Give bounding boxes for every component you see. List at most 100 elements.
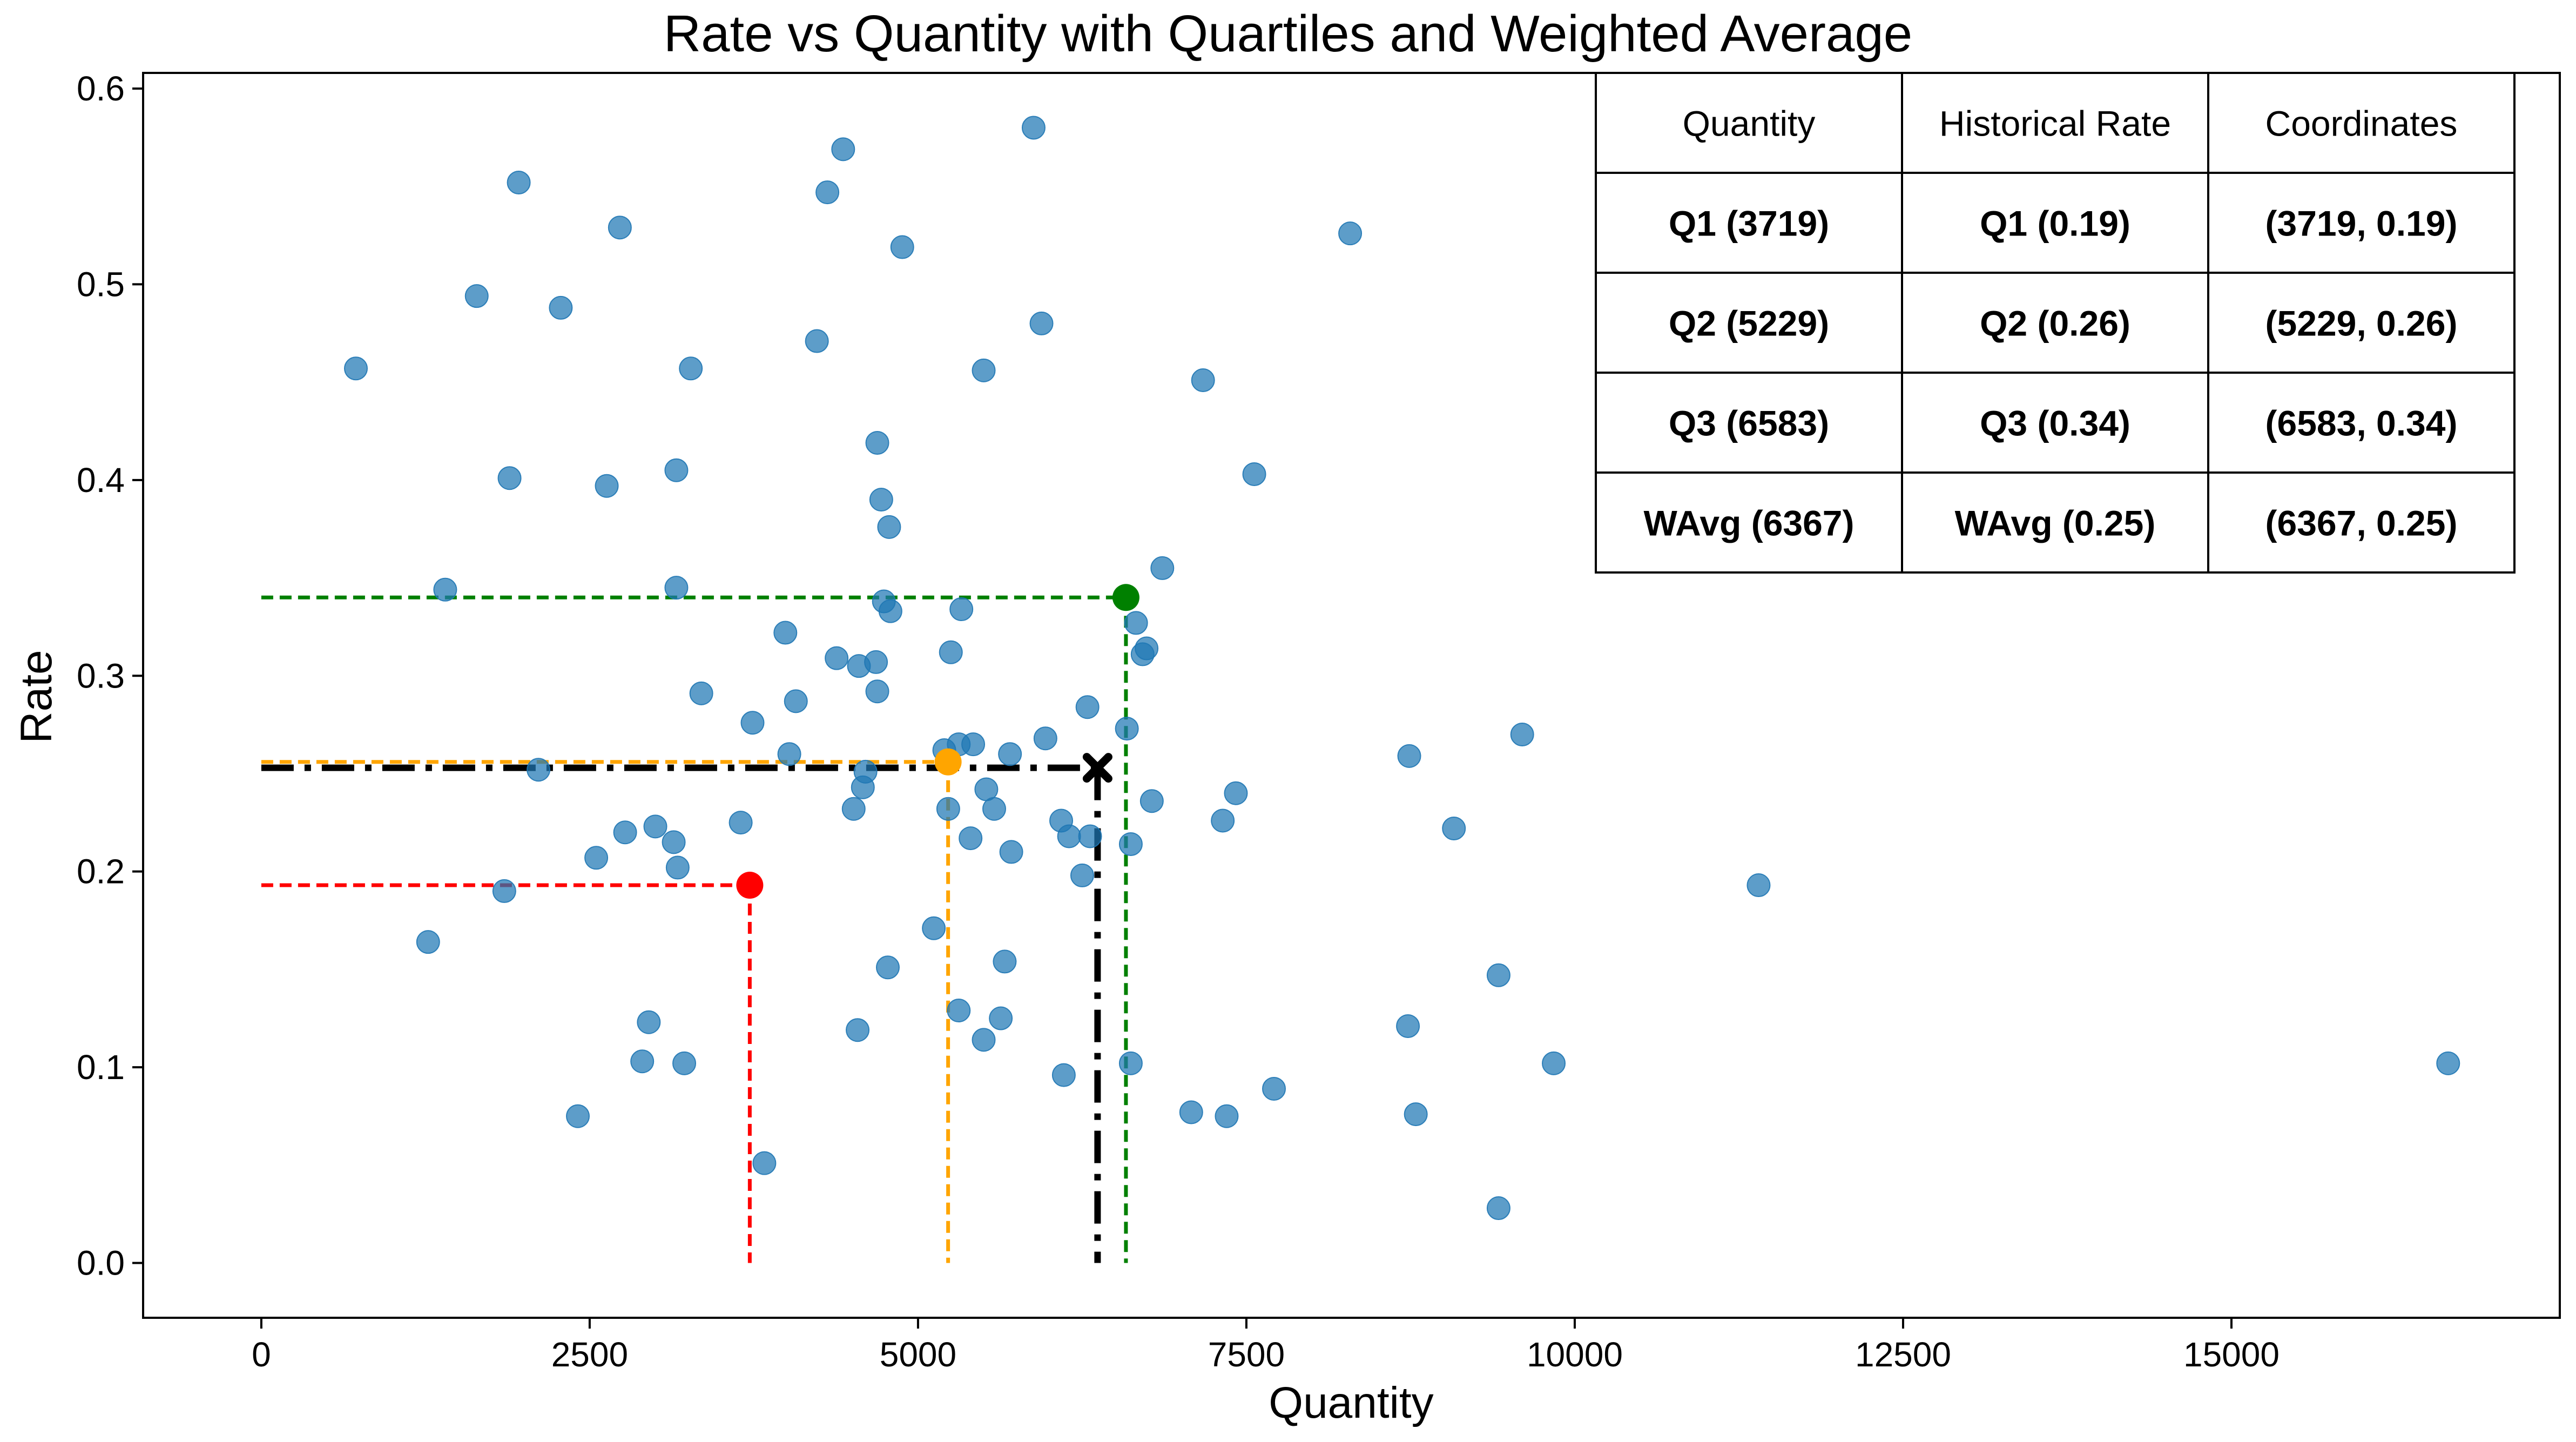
y-tick-label: 0.6 bbox=[77, 69, 125, 108]
data-point bbox=[1338, 221, 1363, 246]
data-point bbox=[959, 826, 983, 851]
data-point bbox=[1211, 808, 1235, 833]
data-point bbox=[982, 797, 1006, 821]
data-point bbox=[643, 814, 667, 839]
data-point bbox=[433, 577, 457, 602]
data-point bbox=[492, 879, 516, 903]
data-point bbox=[1078, 824, 1102, 848]
table-value-cell: Q1 (0.19) bbox=[1980, 204, 2130, 244]
y-tick-label: 0.0 bbox=[77, 1244, 125, 1283]
data-point bbox=[773, 621, 798, 645]
data-point bbox=[1135, 636, 1159, 661]
data-point bbox=[877, 515, 901, 539]
table-header-cell: Coordinates bbox=[2265, 104, 2458, 144]
data-point bbox=[1029, 311, 1054, 335]
data-point bbox=[949, 597, 974, 622]
data-point bbox=[805, 329, 829, 353]
data-point bbox=[1139, 789, 1164, 813]
data-point bbox=[584, 846, 609, 870]
data-point bbox=[841, 797, 866, 821]
x-axis-ticks: 0 2500 5000 7500 10000 12500 15000 bbox=[252, 1318, 2280, 1374]
data-point bbox=[1746, 873, 1771, 898]
table-value-cell: WAvg (6367) bbox=[1643, 503, 1854, 543]
x-tick-label: 0 bbox=[252, 1335, 271, 1374]
data-point bbox=[664, 458, 689, 482]
data-point bbox=[853, 759, 878, 784]
data-point bbox=[549, 295, 573, 320]
data-point bbox=[999, 840, 1023, 864]
data-point bbox=[890, 235, 914, 259]
data-point bbox=[947, 998, 971, 1022]
data-point bbox=[630, 1049, 655, 1074]
quartile-markers bbox=[736, 584, 1139, 899]
data-point bbox=[1118, 1051, 1143, 1075]
data-point bbox=[527, 758, 551, 782]
data-point bbox=[972, 358, 996, 382]
q1-marker bbox=[736, 872, 764, 899]
data-point bbox=[846, 1018, 870, 1042]
data-point bbox=[740, 711, 765, 735]
data-point bbox=[566, 1104, 590, 1128]
x-tick-label: 7500 bbox=[1208, 1335, 1285, 1374]
data-point bbox=[464, 284, 489, 308]
data-point bbox=[1033, 726, 1057, 751]
data-point bbox=[1242, 462, 1266, 486]
x-tick-label: 12500 bbox=[1855, 1335, 1951, 1374]
data-point bbox=[1542, 1051, 1566, 1075]
data-point bbox=[662, 830, 686, 854]
data-point bbox=[1124, 611, 1148, 635]
x-axis-label: Quantity bbox=[1269, 1378, 1433, 1427]
table-value-cell: Q3 (0.34) bbox=[1980, 403, 2130, 443]
data-point bbox=[672, 1051, 697, 1075]
data-point bbox=[922, 916, 946, 940]
data-point bbox=[2436, 1051, 2460, 1075]
data-point bbox=[1397, 744, 1421, 768]
q3-marker bbox=[1112, 584, 1139, 611]
data-point bbox=[777, 742, 801, 766]
data-point bbox=[1115, 717, 1139, 741]
data-point bbox=[1150, 556, 1175, 580]
data-point bbox=[961, 732, 986, 757]
data-point bbox=[637, 1010, 661, 1034]
data-point bbox=[1075, 695, 1100, 719]
data-point bbox=[1021, 116, 1046, 140]
data-point bbox=[1486, 963, 1510, 987]
data-point bbox=[939, 640, 963, 664]
data-point bbox=[729, 811, 753, 835]
data-point bbox=[831, 137, 855, 161]
data-point bbox=[1396, 1014, 1420, 1038]
table-value-cell: (3719, 0.19) bbox=[2265, 204, 2458, 244]
table-value-cell: (6367, 0.25) bbox=[2265, 503, 2458, 543]
data-point bbox=[497, 466, 522, 490]
data-point bbox=[784, 689, 808, 713]
data-point bbox=[608, 215, 632, 240]
data-point bbox=[1179, 1100, 1203, 1124]
data-point bbox=[1404, 1102, 1428, 1127]
data-point bbox=[825, 646, 849, 670]
q2-marker bbox=[934, 748, 962, 776]
data-point bbox=[613, 820, 637, 845]
data-point bbox=[1118, 832, 1143, 856]
y-tick-label: 0.2 bbox=[77, 852, 125, 891]
data-point bbox=[343, 356, 368, 381]
table-header-cell: Historical Rate bbox=[1939, 104, 2171, 144]
data-point bbox=[1262, 1076, 1286, 1101]
data-point bbox=[875, 955, 900, 980]
y-tick-label: 0.3 bbox=[77, 656, 125, 695]
y-tick-label: 0.1 bbox=[77, 1048, 125, 1087]
data-point bbox=[595, 474, 619, 498]
chart-title: Rate vs Quantity with Quartiles and Weig… bbox=[664, 5, 1912, 63]
table-value-cell: Q3 (6583) bbox=[1669, 403, 1829, 443]
y-tick-label: 0.5 bbox=[77, 265, 125, 304]
data-point bbox=[998, 742, 1022, 766]
data-point bbox=[865, 679, 889, 704]
table-cell bbox=[2207, 471, 2516, 574]
data-point bbox=[1442, 816, 1466, 840]
table-value-cell: (5229, 0.26) bbox=[2265, 304, 2458, 343]
data-point bbox=[1215, 1104, 1239, 1128]
y-tick-label: 0.4 bbox=[77, 461, 125, 500]
data-point bbox=[936, 797, 960, 821]
data-point bbox=[869, 488, 893, 512]
data-point bbox=[989, 1006, 1013, 1030]
data-point bbox=[752, 1151, 777, 1175]
